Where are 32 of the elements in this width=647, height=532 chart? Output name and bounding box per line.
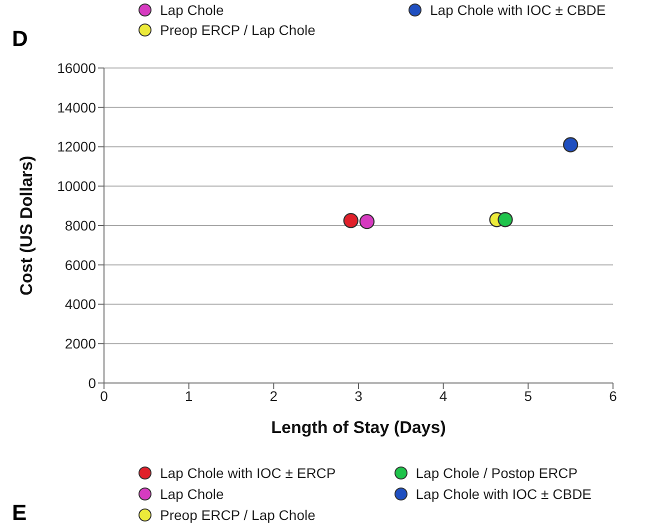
- legend-label: Lap Chole / Postop ERCP: [416, 464, 578, 480]
- y-tick-label: 16000: [57, 60, 96, 76]
- x-axis-title: Length of Stay (Days): [271, 418, 446, 438]
- text: Lap Chole: [160, 2, 224, 18]
- y-tick-label: 10000: [57, 178, 96, 194]
- x-tick-label: 4: [439, 388, 448, 404]
- y-tick-label: 14000: [57, 99, 96, 116]
- text: D: [12, 26, 28, 52]
- x-tick-label: 2: [270, 388, 278, 404]
- y-axis-title: Cost (US Dollars): [17, 156, 36, 296]
- y-tick-label: 6000: [64, 256, 96, 273]
- text: E: [12, 500, 27, 526]
- legend-label: Lap Chole with IOC ± CBDE: [416, 486, 592, 502]
- point: [498, 212, 513, 228]
- x-tick-label: 1: [184, 388, 193, 404]
- point: [359, 214, 375, 230]
- y-tick-label: 2000: [64, 336, 96, 352]
- legend-label: Lap Chole: [160, 486, 224, 502]
- y-tick-label: 4000: [64, 296, 96, 312]
- x-tick-label: 3: [354, 388, 363, 404]
- y-tick-label: 0: [88, 374, 96, 391]
- point: [343, 212, 358, 228]
- x-tick-label: 5: [524, 388, 532, 404]
- legend-label: Preop ERCP / Lap Chole: [160, 506, 316, 522]
- text: Lap Chole with IOC ± CBDE: [430, 2, 606, 18]
- text: Preop ERCP / Lap Chole: [160, 22, 316, 38]
- point: [562, 137, 578, 152]
- x-tick-label: 0: [100, 388, 108, 404]
- y-tick-label: 8000: [64, 217, 96, 234]
- y-tick-label: 12000: [57, 138, 96, 155]
- x-tick-label: 6: [609, 388, 618, 404]
- legend-label: Lap Chole with IOC ± ERCP: [160, 464, 336, 480]
